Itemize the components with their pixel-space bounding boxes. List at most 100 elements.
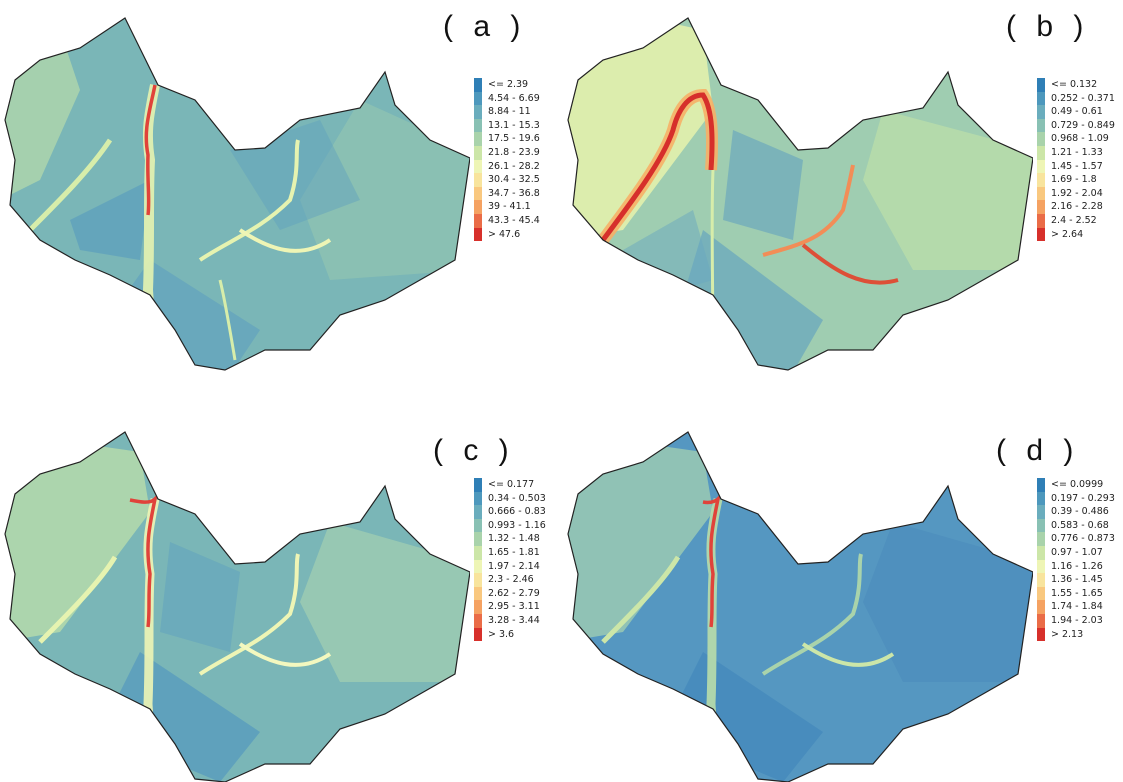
legend-row: 26.1 - 28.2 <box>474 159 564 174</box>
legend-label: 1.36 - 1.45 <box>1051 574 1103 586</box>
legend-row: > 2.13 <box>1037 627 1123 642</box>
legend-label: 39 - 41.1 <box>488 201 531 213</box>
legend-swatch <box>1037 132 1045 146</box>
legend-label: > 2.64 <box>1051 228 1084 240</box>
legend-swatch <box>474 78 482 92</box>
legend: <= 0.0999 0.197 - 0.293 0.39 - 0.486 0.5… <box>1037 478 1123 642</box>
legend-row: > 47.6 <box>474 227 564 242</box>
legend-row: 43.3 - 45.4 <box>474 213 564 228</box>
panel-label: ( a ) <box>443 10 527 43</box>
legend-row: 1.55 - 1.65 <box>1037 586 1123 601</box>
legend-swatch <box>1037 586 1045 601</box>
legend-row: <= 2.39 <box>474 78 564 92</box>
legend-row: 21.8 - 23.9 <box>474 145 564 160</box>
legend-row: 2.16 - 2.28 <box>1037 200 1123 214</box>
legend-swatch <box>1037 600 1045 614</box>
legend-row: 34.7 - 36.8 <box>474 186 564 201</box>
legend-swatch <box>1037 105 1045 119</box>
legend-row: <= 0.177 <box>474 478 564 492</box>
region-boundary <box>567 17 1033 371</box>
legend-row: 0.583 - 0.68 <box>1037 518 1123 533</box>
legend-label: 0.993 - 1.16 <box>488 519 546 531</box>
map-panel-d: ( d ) <= 0.0999 0.197 - 0.293 0.39 - 0.4… <box>563 392 1123 782</box>
legend-row: 0.39 - 0.486 <box>1037 505 1123 519</box>
choropleth-map-b <box>567 17 1033 371</box>
legend-swatch <box>1037 227 1045 242</box>
legend-label: 2.4 - 2.52 <box>1051 214 1097 226</box>
legend-swatch <box>1037 145 1045 160</box>
legend-row: 0.776 - 0.873 <box>1037 532 1123 546</box>
legend-label: 1.92 - 2.04 <box>1051 187 1103 199</box>
legend-swatch <box>474 627 482 642</box>
legend-label: > 2.13 <box>1051 628 1084 640</box>
legend-label: 2.16 - 2.28 <box>1051 201 1103 213</box>
legend-label: 0.49 - 0.61 <box>1051 106 1103 118</box>
legend-label: 43.3 - 45.4 <box>488 214 540 226</box>
legend-label: <= 0.177 <box>488 479 535 490</box>
legend-label: > 47.6 <box>488 228 521 240</box>
choropleth-map-a <box>4 17 470 371</box>
legend-swatch <box>474 132 482 146</box>
legend-row: 2.95 - 3.11 <box>474 600 564 614</box>
legend-label: 1.69 - 1.8 <box>1051 174 1097 186</box>
legend-label: 1.97 - 2.14 <box>488 560 540 572</box>
legend-swatch <box>474 200 482 214</box>
legend-row: 2.4 - 2.52 <box>1037 213 1123 228</box>
legend-label: 1.45 - 1.57 <box>1051 160 1103 172</box>
legend-label: 8.84 - 11 <box>488 106 531 118</box>
choropleth-map-d <box>567 431 1033 782</box>
legend-label: 1.74 - 1.84 <box>1051 601 1103 613</box>
legend-swatch <box>1037 505 1045 519</box>
panel-label: ( c ) <box>433 434 515 467</box>
legend-label: 0.39 - 0.486 <box>1051 506 1109 518</box>
region-boundary <box>567 431 1033 782</box>
legend-swatch <box>474 518 482 533</box>
legend-row: 0.968 - 1.09 <box>1037 132 1123 146</box>
legend-swatch <box>474 545 482 560</box>
legend-row: 2.62 - 2.79 <box>474 586 564 601</box>
legend-row: 2.3 - 2.46 <box>474 573 564 587</box>
legend-swatch <box>1037 186 1045 201</box>
legend-label: 0.197 - 0.293 <box>1051 492 1115 504</box>
legend-swatch <box>1037 78 1045 92</box>
legend-label: 0.583 - 0.68 <box>1051 519 1109 531</box>
legend-row: 1.92 - 2.04 <box>1037 186 1123 201</box>
map-panel-a: ( a ) <= 2.39 4.54 - 6.69 8.84 - 11 13.1… <box>0 0 560 390</box>
legend-row: 0.197 - 0.293 <box>1037 491 1123 506</box>
legend-swatch <box>1037 173 1045 187</box>
legend-row: 0.993 - 1.16 <box>474 518 564 533</box>
legend-label: 30.4 - 32.5 <box>488 174 540 186</box>
legend-swatch <box>1037 532 1045 546</box>
legend-swatch <box>474 532 482 546</box>
legend-label: 0.97 - 1.07 <box>1051 546 1103 558</box>
legend-row: 8.84 - 11 <box>474 105 564 119</box>
legend-swatch <box>474 586 482 601</box>
legend-swatch <box>1037 627 1045 642</box>
legend-label: 17.5 - 19.6 <box>488 133 540 145</box>
legend-swatch <box>474 159 482 174</box>
legend-row: > 3.6 <box>474 627 564 642</box>
legend-label: > 3.6 <box>488 628 515 640</box>
legend-swatch <box>474 118 482 133</box>
legend-label: 26.1 - 28.2 <box>488 160 540 172</box>
legend-swatch <box>474 105 482 119</box>
legend-swatch <box>1037 613 1045 628</box>
legend-row: 39 - 41.1 <box>474 200 564 214</box>
legend-label: 1.65 - 1.81 <box>488 546 540 558</box>
legend-row: 1.69 - 1.8 <box>1037 173 1123 187</box>
legend-label: 2.3 - 2.46 <box>488 574 534 586</box>
legend-row: 30.4 - 32.5 <box>474 173 564 187</box>
legend-label: 0.252 - 0.371 <box>1051 92 1115 104</box>
panel-label: ( d ) <box>996 434 1080 467</box>
legend-row: 4.54 - 6.69 <box>474 91 564 106</box>
legend-swatch <box>474 600 482 614</box>
legend-swatch <box>474 573 482 587</box>
legend-label: 21.8 - 23.9 <box>488 146 540 158</box>
legend-row: 1.45 - 1.57 <box>1037 159 1123 174</box>
legend-swatch <box>1037 478 1045 492</box>
legend: <= 2.39 4.54 - 6.69 8.84 - 11 13.1 - 15.… <box>474 78 564 242</box>
legend-label: <= 2.39 <box>488 79 529 90</box>
legend-label: 0.968 - 1.09 <box>1051 133 1109 145</box>
legend-row: 3.28 - 3.44 <box>474 613 564 628</box>
map-panel-b: ( b ) <= 0.132 0.252 - 0.371 0.49 - 0.61… <box>563 0 1123 390</box>
